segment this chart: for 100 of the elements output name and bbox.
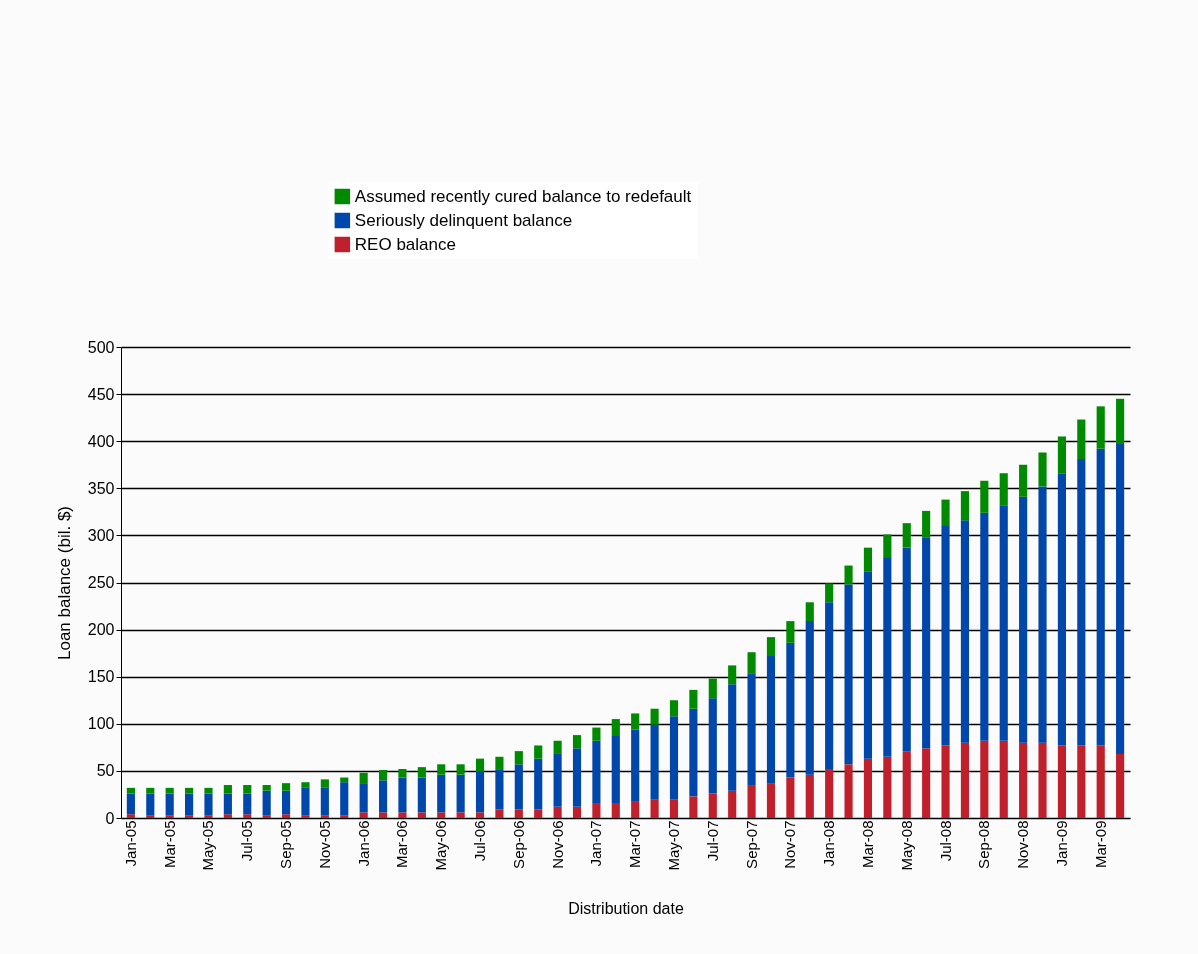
bar	[922, 748, 931, 818]
y-tick-label: 50	[96, 762, 115, 780]
y-tick-label: 400	[87, 432, 115, 450]
bar	[417, 767, 426, 778]
bar	[902, 523, 911, 548]
bar	[1096, 745, 1105, 818]
bar	[786, 642, 795, 778]
bar	[941, 745, 950, 818]
bar	[631, 713, 640, 730]
bar	[747, 673, 756, 786]
bar	[1096, 406, 1105, 449]
bar	[650, 799, 659, 818]
bar	[669, 700, 679, 717]
bar	[262, 815, 271, 818]
bar	[204, 815, 213, 818]
bar	[766, 783, 776, 818]
x-tick-label: Nov-08	[1014, 820, 1032, 869]
bar	[980, 480, 989, 513]
bar	[631, 729, 640, 802]
bar	[301, 782, 310, 788]
bar	[398, 777, 407, 813]
bar	[475, 771, 485, 813]
bar	[320, 815, 329, 818]
bar	[1038, 742, 1047, 818]
bar	[204, 793, 213, 816]
bar	[572, 806, 582, 818]
x-axis-title: Distribution date	[568, 899, 684, 917]
bar	[1057, 745, 1066, 818]
bar	[514, 751, 523, 765]
bar	[1038, 486, 1047, 743]
bar	[728, 684, 737, 791]
bar	[863, 547, 873, 572]
bar	[359, 772, 368, 784]
y-tick-label: 100	[87, 715, 115, 733]
bar	[456, 774, 465, 813]
bar	[262, 785, 271, 791]
bar	[611, 719, 620, 736]
x-tick-label: Sep-05	[277, 820, 295, 869]
x-tick-label: Mar-05	[160, 820, 178, 869]
bar	[146, 815, 155, 818]
x-tick-label: May-07	[664, 820, 682, 871]
bar	[301, 787, 310, 816]
x-tick-label: Mar-08	[858, 820, 876, 869]
y-tick-label: 0	[105, 809, 115, 827]
x-tick-label: Mar-06	[393, 820, 411, 869]
bar	[1077, 419, 1086, 460]
bar	[747, 652, 756, 674]
bar	[805, 602, 814, 622]
legend-label: REO balance	[354, 234, 456, 254]
bar	[165, 815, 174, 818]
bar	[592, 727, 601, 741]
bar	[320, 779, 329, 788]
bar	[999, 505, 1008, 741]
bar	[902, 547, 911, 752]
bar	[1116, 444, 1125, 754]
bar	[747, 785, 756, 818]
bar	[999, 473, 1008, 506]
bar	[631, 801, 640, 818]
x-tick-label: Mar-07	[626, 820, 644, 869]
bar	[825, 583, 834, 603]
x-tick-label: Jan-08	[820, 820, 838, 867]
bar	[553, 740, 562, 754]
bar	[281, 790, 291, 815]
bar	[708, 793, 717, 818]
bar	[146, 787, 155, 794]
bar	[378, 780, 388, 813]
x-tick-label: Jan-06	[354, 820, 372, 867]
bar	[185, 815, 194, 818]
bar	[223, 814, 232, 818]
bar	[1057, 473, 1066, 746]
x-tick-label: Nov-07	[781, 820, 799, 869]
bar	[514, 764, 523, 810]
bar	[883, 756, 892, 818]
bar	[243, 785, 252, 794]
bar	[223, 785, 232, 794]
y-tick-label: 450	[87, 385, 115, 403]
bar	[495, 769, 504, 810]
bar	[223, 793, 232, 815]
bar	[126, 793, 135, 815]
bar	[728, 665, 737, 685]
y-tick-label: 200	[87, 621, 115, 639]
bar	[204, 787, 213, 794]
bar	[495, 756, 504, 770]
bar	[398, 769, 407, 778]
bar	[126, 787, 135, 794]
bar	[1019, 496, 1028, 743]
bar	[243, 793, 252, 815]
bar	[1077, 745, 1086, 818]
bar	[281, 814, 291, 818]
bar	[126, 814, 135, 818]
bar	[980, 740, 989, 818]
bar	[863, 758, 873, 818]
bar	[805, 621, 814, 775]
bar	[728, 790, 737, 818]
bar	[669, 799, 679, 818]
x-tick-label: Jul-06	[471, 820, 489, 862]
bar	[844, 764, 853, 818]
x-tick-label: May-06	[432, 820, 450, 871]
bar	[185, 787, 194, 794]
bar	[398, 812, 407, 818]
